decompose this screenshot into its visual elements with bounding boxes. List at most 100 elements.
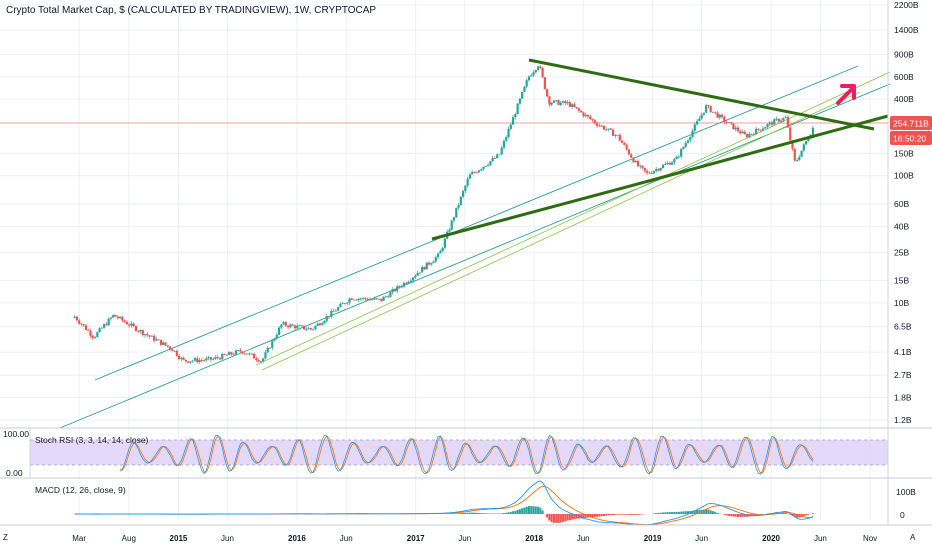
price-tick-label: 2.7B [894, 370, 912, 380]
macd-histogram-bar [526, 507, 528, 514]
time-tick-label: Jun [577, 534, 590, 543]
price-tick-label: 1400B [894, 25, 919, 35]
time-tick-label: 2017 [407, 534, 425, 543]
time-tick-label: Nov [863, 534, 877, 543]
candle [632, 157, 634, 163]
macd-histogram-bar [535, 507, 537, 514]
macd-histogram-bar [712, 511, 714, 514]
macd-histogram-bar [485, 513, 487, 514]
time-tick-label: 2020 [762, 534, 780, 543]
candle [789, 126, 791, 142]
macd-histogram-bar [630, 514, 632, 515]
candle [460, 196, 462, 206]
candle [544, 77, 546, 90]
macd-histogram-bar [523, 508, 525, 514]
macd-histogram-bar [639, 514, 641, 515]
macd-histogram-bar [478, 513, 480, 514]
macd-histogram-bar [517, 510, 519, 514]
macd-histogram-bar [519, 509, 521, 514]
macd-histogram-bar [657, 513, 659, 514]
macd-histogram-bar [637, 514, 639, 515]
macd-histogram-bar [512, 511, 514, 514]
macd-histogram-bar [467, 513, 469, 514]
price-tick-label: 1.2B [894, 415, 912, 425]
macd-histogram-bar [660, 513, 662, 514]
macd-histogram-bar [598, 514, 600, 517]
macd-histogram-bar [542, 510, 544, 514]
candle [135, 325, 137, 332]
macd-label[interactable]: MACD (12, 26, close, 9) [35, 485, 126, 495]
price-tick-label: 1.8B [894, 393, 912, 403]
macd-histogram-bar [596, 514, 598, 517]
macd-histogram-bar [480, 513, 482, 514]
price-tick-label: 150B [894, 148, 914, 158]
candle [96, 331, 98, 337]
macd-histogram-bar [458, 513, 460, 514]
macd-histogram-bar [476, 513, 478, 514]
macd-histogram-bar [483, 513, 485, 514]
macd-histogram-bar [680, 512, 682, 514]
time-tick-label: 2015 [170, 534, 188, 543]
macd-histogram-bar [673, 512, 675, 514]
price-tick-label: 6.5B [894, 322, 912, 332]
macd-histogram-bar [714, 512, 716, 514]
macd-histogram-bar [623, 514, 625, 515]
macd-histogram-bar [553, 514, 555, 523]
candle [728, 122, 730, 123]
macd-histogram-bar [571, 514, 573, 520]
macd-histogram-bar [530, 506, 532, 514]
macd-histogram-bar [662, 513, 664, 514]
price-tick-label: 60B [894, 199, 909, 209]
time-tick-label: Jun [695, 534, 708, 543]
price-tick-label: 25B [894, 247, 909, 257]
price-tick-label: 40B [894, 221, 909, 231]
macd-histogram-bar [682, 511, 684, 514]
macd-histogram-bar [503, 513, 505, 514]
time-tick-label: Jun [221, 534, 234, 543]
macd-histogram-bar [567, 514, 569, 521]
macd-histogram-bar [603, 514, 605, 516]
macd-histogram-bar [514, 511, 516, 514]
macd-histogram-bar [805, 514, 807, 516]
macd-histogram-bar [607, 514, 609, 515]
macd-histogram-bar [742, 514, 744, 517]
time-tick-label: Jun [458, 534, 471, 543]
macd-histogram-bar [671, 512, 673, 514]
macd-histogram-bar [667, 512, 669, 514]
macd-histogram-bar [455, 513, 457, 514]
macd-histogram-bar [812, 513, 814, 514]
macd-histogram-bar [728, 514, 730, 516]
macd-histogram-bar [510, 512, 512, 514]
macd-histogram-bar [803, 514, 805, 516]
macd-histogram-bar [562, 514, 564, 522]
candle [478, 170, 480, 173]
macd-histogram-bar [533, 506, 535, 514]
macd-histogram-bar [576, 514, 578, 519]
macd-histogram-bar [489, 513, 491, 514]
macd-histogram-bar [548, 514, 550, 521]
macd-histogram-bar [487, 513, 489, 514]
macd-histogram-bar [469, 513, 471, 514]
macd-histogram-bar [669, 512, 671, 514]
footer-right-marker[interactable]: A [910, 533, 916, 542]
footer-left-marker[interactable]: Z [3, 533, 8, 542]
macd-histogram-bar [612, 514, 614, 515]
macd-histogram-bar [492, 513, 494, 514]
candle [521, 92, 523, 99]
macd-histogram-bar [610, 514, 612, 515]
price-tick-label: 900B [894, 49, 914, 59]
chart-title: Crypto Total Market Cap, $ (CALCULATED B… [6, 5, 376, 16]
macd-histogram-bar [685, 511, 687, 514]
macd-histogram-bar [628, 514, 630, 515]
candle [628, 149, 630, 155]
candle [108, 318, 110, 326]
price-badge-text: 254.711B [893, 119, 929, 129]
macd-zero-tick: 0 [900, 510, 905, 520]
time-tick-label: Jun [340, 534, 353, 543]
macd-histogram-bar [676, 512, 678, 514]
macd-histogram-bar [732, 514, 734, 517]
macd-histogram-bar [605, 514, 607, 516]
candle [787, 115, 789, 128]
